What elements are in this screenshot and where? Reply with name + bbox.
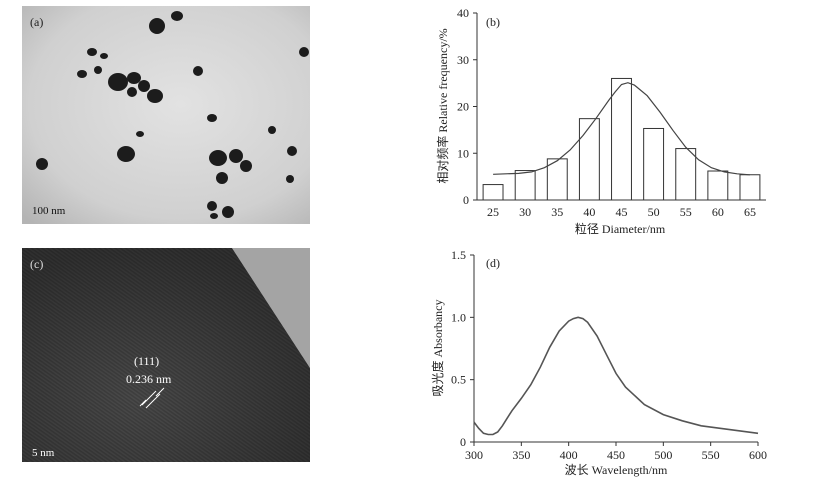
lattice-spacing-label: 0.236 nm xyxy=(126,372,172,386)
chart-b-y-tick-label: 20 xyxy=(457,100,469,114)
chart-d-y-tick-label: 1.0 xyxy=(451,310,466,324)
chart-b-x-tick-label: 40 xyxy=(583,205,595,219)
chart-d-panel-label: (d) xyxy=(486,256,500,270)
chart-d-x-tick-label: 350 xyxy=(512,448,530,462)
chart-d-y-tick-label: 1.5 xyxy=(451,248,466,262)
hrtem-image-c-canvas: (c) (111) 0.236 nm 5 nm xyxy=(22,248,310,462)
chart-b-x-tick-label: 60 xyxy=(712,205,724,219)
chart-b-y-tick-label: 0 xyxy=(463,193,469,207)
chart-b-y-label: 相对频率 Relative frequency/% xyxy=(435,28,450,183)
amorphous-edge xyxy=(232,248,310,368)
chart-d-x-tick-label: 400 xyxy=(560,448,578,462)
lattice-plane-label: (111) xyxy=(134,354,159,368)
tem-background xyxy=(22,6,310,224)
chart-b-x-tick-label: 35 xyxy=(551,205,563,219)
chart-b-bar-30 xyxy=(514,170,536,201)
chart-b-x-tick-label: 50 xyxy=(648,205,660,219)
chart-b-x-tick-label: 65 xyxy=(744,205,756,219)
chart-b-bar-60 xyxy=(707,170,729,201)
chart-d: 300 350 400 450 500 550 600 0 0.5 1.0 1.5 (d) 波长 W… xyxy=(420,245,816,482)
chart-d-x-tick-label: 300 xyxy=(465,448,483,462)
chart-d-y-tick-label: 0 xyxy=(460,435,466,449)
chart-b-bar-35 xyxy=(546,158,568,201)
chart-b-x-label: 粒径 Diameter/nm xyxy=(575,221,666,236)
chart-b-fit-curve xyxy=(493,82,750,176)
chart-d-x-tick-label: 550 xyxy=(702,448,720,462)
chart-b-y-tick-label: 40 xyxy=(457,6,469,20)
chart-d-ticks: 300 350 400 450 500 550 600 0 0.5 1.0 1.5 xyxy=(451,248,767,462)
chart-d-x-tick-label: 450 xyxy=(607,448,625,462)
chart-b-y-tick-label: 30 xyxy=(457,53,469,67)
chart-b-x-tick-label: 25 xyxy=(487,205,499,219)
hrtem-image-c: (c) (111) 0.236 nm 5 nm xyxy=(22,248,310,462)
chart-b-ticks: 25 30 35 40 45 50 55 60 65 0 10 20 30 40 xyxy=(457,6,756,219)
chart-b-bar-50 xyxy=(643,127,665,201)
chart-d-x-tick-label: 500 xyxy=(654,448,672,462)
chart-b-x-tick-label: 30 xyxy=(519,205,531,219)
chart-b-bars xyxy=(482,77,761,201)
chart-b-bar-25 xyxy=(482,184,504,201)
chart-d-x-label: 波长 Wavelength/nm xyxy=(565,463,668,477)
chart-d-y-tick-label: 0.5 xyxy=(451,373,466,387)
chart-d-spectrum-line xyxy=(473,316,759,436)
nanoparticles xyxy=(36,11,309,219)
scale-bar-label-c: 5 nm xyxy=(32,447,55,459)
chart-b-canvas: 25 30 35 40 45 50 55 60 65 0 10 20 30 40 (b) 粒径 Diame… xyxy=(435,6,766,236)
chart-b-bar-65 xyxy=(739,174,761,201)
chart-d-canvas: 300 350 400 450 500 550 600 0 0.5 1.0 1.5 (d) 波长 W… xyxy=(430,248,767,477)
lattice-shading xyxy=(22,248,310,462)
chart-b-bar-55 xyxy=(675,148,697,201)
chart-b-bar-40 xyxy=(578,118,600,201)
tem-image-a: (a) 100 nm xyxy=(22,6,310,224)
scale-bar-label-a: 100 nm xyxy=(32,205,66,217)
panel-label-a: (a) xyxy=(30,15,43,29)
chart-b-x-tick-label: 45 xyxy=(616,205,628,219)
chart-b: 25 30 35 40 45 50 55 60 65 0 10 20 30 40 (b) 粒径 Diame… xyxy=(420,0,816,245)
chart-b-y-tick-label: 10 xyxy=(457,146,469,160)
chart-d-x-tick-label: 600 xyxy=(749,448,767,462)
chart-d-y-label: 吸光度 Absorbancy xyxy=(430,300,445,397)
tem-image-a-canvas: (a) 100 nm xyxy=(22,6,310,224)
spacing-marker-icon xyxy=(139,387,165,409)
chart-b-bar-45 xyxy=(611,77,632,201)
chart-b-panel-label: (b) xyxy=(486,15,500,29)
panel-label-c: (c) xyxy=(30,257,43,271)
chart-b-x-tick-label: 55 xyxy=(680,205,692,219)
